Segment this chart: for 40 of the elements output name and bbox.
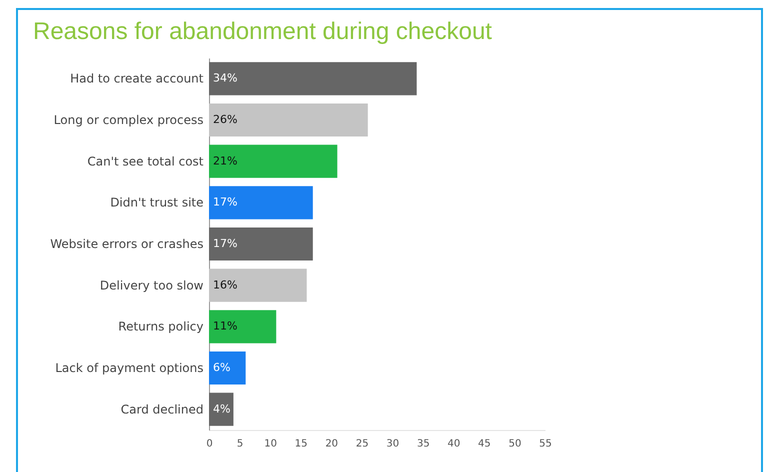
y-tick-label: Had to create account	[70, 72, 204, 86]
y-tick-label: Didn't trust site	[110, 196, 204, 210]
x-tick-label: 15	[294, 438, 308, 450]
data-label: 26%	[213, 113, 238, 126]
y-tick-label: Website errors or crashes	[50, 237, 204, 251]
bar	[209, 144, 338, 178]
bar	[209, 62, 417, 96]
bar	[209, 268, 307, 302]
bar	[209, 227, 313, 261]
x-tick-label: 20	[325, 438, 338, 450]
x-tick-label: 5	[236, 438, 244, 450]
x-tick-label: 45	[478, 438, 491, 450]
y-tick-label: Long or complex process	[54, 113, 204, 127]
data-label: 17%	[213, 196, 238, 209]
x-tick-label: 25	[356, 438, 369, 450]
y-tick-label: Lack of payment options	[55, 361, 204, 375]
data-label: 4%	[213, 402, 230, 416]
x-tick-label: 0	[206, 438, 213, 450]
data-label: 17%	[213, 237, 238, 250]
bar	[209, 351, 246, 385]
data-label: 11%	[213, 320, 238, 333]
x-tick-label: 55	[539, 438, 552, 450]
y-tick-label: Delivery too slow	[100, 278, 204, 292]
x-tick-label: 40	[447, 438, 460, 450]
bar	[209, 186, 313, 220]
y-tick-label: Returns policy	[118, 320, 204, 334]
chart-title: Reasons for abandonment during checkout	[33, 18, 492, 45]
y-tick-label: Can't see total cost	[87, 154, 204, 168]
data-label: 21%	[213, 154, 238, 168]
x-tick-label: 50	[508, 438, 522, 450]
bar	[209, 310, 276, 344]
bar	[209, 103, 368, 137]
data-label: 6%	[213, 361, 230, 374]
x-tick-label: 35	[416, 438, 430, 450]
data-label: 34%	[213, 72, 238, 85]
y-tick-label: Card declined	[120, 402, 204, 416]
x-tick-label: 10	[264, 438, 277, 450]
data-label: 16%	[213, 278, 238, 292]
bar	[209, 392, 234, 426]
x-tick-label: 30	[386, 438, 400, 450]
